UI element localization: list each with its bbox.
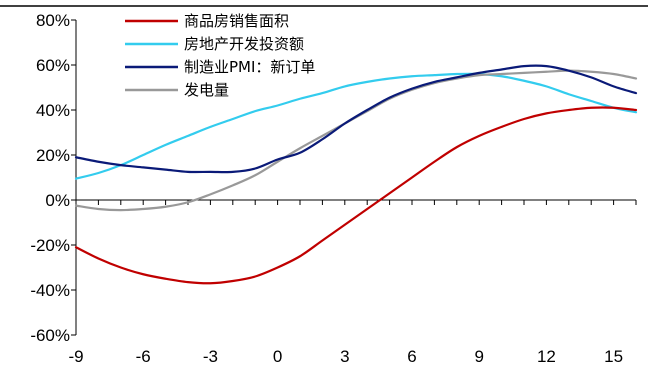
legend-label: 房地产开发投资额 bbox=[184, 35, 304, 53]
x-tick-label: 15 bbox=[604, 347, 623, 366]
x-tick-label: 6 bbox=[407, 347, 416, 366]
x-tick-label: -6 bbox=[136, 347, 151, 366]
x-tick-label: 0 bbox=[273, 347, 282, 366]
x-tick-label: 3 bbox=[340, 347, 349, 366]
x-tick-label: 9 bbox=[474, 347, 483, 366]
y-tick-label: 60% bbox=[36, 56, 70, 75]
x-tick-label: 12 bbox=[537, 347, 556, 366]
x-tick-label: -9 bbox=[68, 347, 83, 366]
y-tick-label: -20% bbox=[30, 236, 70, 255]
series-layer bbox=[74, 64, 638, 285]
legend-label: 发电量 bbox=[184, 81, 229, 99]
y-tick-label: -40% bbox=[30, 281, 70, 300]
y-axis: -60% -40% -20% 0% 20% 40% 60% 80% bbox=[30, 11, 77, 345]
series-line-3 bbox=[74, 64, 638, 174]
y-tick-label: 40% bbox=[36, 101, 70, 120]
series-line-2 bbox=[74, 72, 638, 180]
y-tick-label: 80% bbox=[36, 11, 70, 30]
series-line-4 bbox=[74, 69, 638, 212]
y-tick-label: 0% bbox=[45, 191, 70, 210]
legend-label: 制造业PMI：新订单 bbox=[184, 58, 315, 76]
legend-label: 商品房销售面积 bbox=[184, 12, 289, 30]
y-tick-label: 20% bbox=[36, 146, 70, 165]
x-axis: -9 -6 -3 0 3 6 9 12 15 bbox=[68, 199, 637, 366]
series-line-1 bbox=[74, 106, 638, 285]
x-tick-label: -3 bbox=[203, 347, 218, 366]
y-tick-label: -60% bbox=[30, 326, 70, 345]
